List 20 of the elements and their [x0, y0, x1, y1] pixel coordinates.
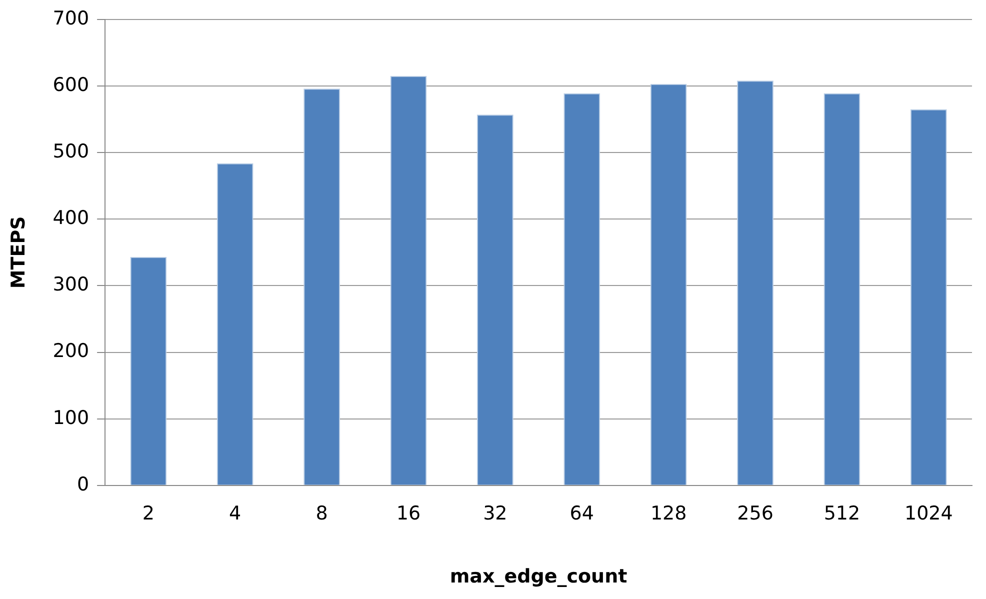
y-tick-label: 0	[76, 473, 90, 496]
y-axis-title: MTEPS	[7, 216, 30, 289]
x-tick-label: 128	[650, 502, 687, 525]
x-tick-label: 4	[229, 502, 242, 525]
x-tick-label: 32	[483, 502, 508, 525]
y-tick-label: 200	[52, 340, 90, 362]
x-tick-label: 8	[316, 502, 328, 525]
x-axis-title: max_edge_count	[450, 566, 628, 588]
y-tick-label: 400	[52, 207, 90, 230]
x-tick-label: 16	[396, 502, 421, 525]
x-tick-label: 1024	[904, 502, 953, 525]
x-tick-label: 256	[737, 502, 774, 525]
y-tick-label: 700	[52, 7, 90, 30]
y-tick-label: 100	[52, 406, 90, 429]
y-tick-label: 300	[52, 274, 90, 296]
x-tick-label: 512	[824, 502, 860, 525]
x-tick-label: 2	[142, 502, 154, 525]
y-tick-label: 500	[52, 140, 90, 162]
x-tick-label: 64	[570, 502, 594, 525]
y-tick-label: 600	[52, 74, 90, 96]
